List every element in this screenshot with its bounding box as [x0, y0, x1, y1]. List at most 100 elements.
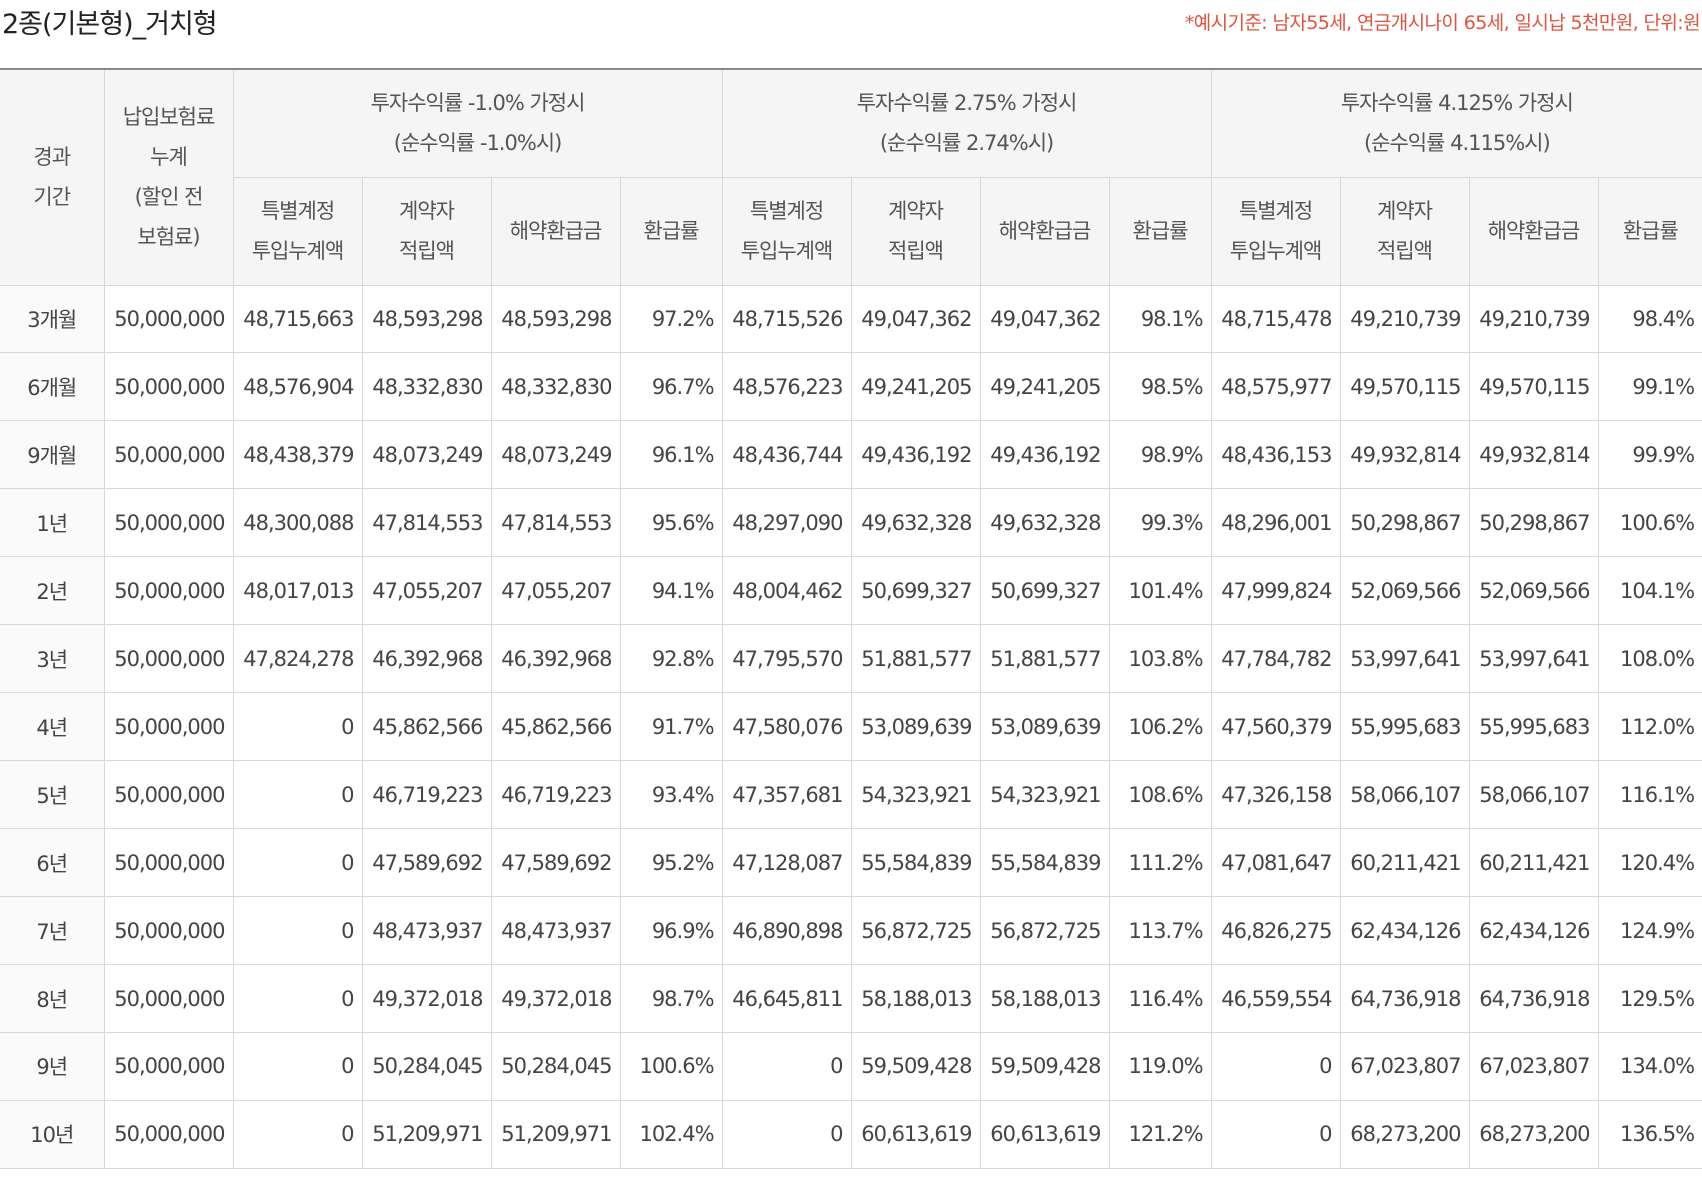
- header-special-account: 특별계정 투입누계액: [1210, 176, 1341, 286]
- surrender-cell: 45,862,566: [490, 692, 621, 762]
- period-cell: 3년: [0, 624, 105, 694]
- surrender-cell: 58,188,013: [979, 964, 1110, 1033]
- header-surrender: 해약환급금: [1468, 176, 1599, 286]
- refund-rate-cell: 98.1%: [1108, 284, 1212, 354]
- surrender-cell: 51,881,577: [979, 624, 1110, 694]
- surrender-cell: 46,392,968: [490, 624, 621, 694]
- premium-cell: 50,000,000: [103, 624, 234, 694]
- special-account-cell: 0: [232, 692, 363, 762]
- table-row: 9년 50,000,000 0 50,284,045 50,284,045 100.6% 0…: [0, 1031, 1702, 1101]
- surrender-cell: 49,241,205: [979, 352, 1110, 422]
- period-cell: 7년: [0, 896, 105, 966]
- reserve-cell: 49,210,739: [1339, 284, 1470, 354]
- surrender-cell: 48,073,249: [490, 420, 621, 490]
- reserve-cell: 52,069,566: [1339, 556, 1470, 626]
- special-account-cell: 48,438,379: [232, 420, 363, 490]
- reserve-cell: 49,932,814: [1339, 420, 1470, 490]
- table-row: 9개월 50,000,000 48,438,379 48,073,249 48,073,…: [0, 420, 1702, 490]
- table-row: 10년 50,000,000 0 51,209,971 51,209,971 102.4%…: [0, 1099, 1702, 1170]
- special-account-cell: 0: [232, 760, 363, 830]
- premium-cell: 50,000,000: [103, 896, 234, 966]
- table-row: 7년 50,000,000 0 48,473,937 48,473,937 96.9% 46…: [0, 896, 1702, 966]
- header-surrender: 해약환급금: [490, 176, 621, 286]
- surrender-cell: 48,473,937: [490, 896, 621, 966]
- refund-rate-cell: 98.7%: [619, 964, 723, 1033]
- refund-rate-cell: 95.6%: [619, 488, 723, 558]
- header-refund-rate: 환급률: [1108, 176, 1212, 286]
- surrender-cell: 50,699,327: [979, 556, 1110, 626]
- special-account-cell: 48,296,001: [1210, 488, 1341, 558]
- table-row: 2년 50,000,000 48,017,013 47,055,207 47,055,2…: [0, 556, 1702, 626]
- surrender-cell: 48,332,830: [490, 352, 621, 422]
- period-cell: 3개월: [0, 284, 105, 354]
- page-title: 2종(기본형)_거치형: [2, 9, 218, 40]
- table-row: 1년 50,000,000 48,300,088 47,814,553 47,814,5…: [0, 488, 1702, 558]
- table-header: 경과 기간 납입보험료 누계 (할인 전 보험료) 투자수익률 -1.0% 가정…: [0, 68, 1702, 286]
- surrender-cell: 53,089,639: [979, 692, 1110, 762]
- reserve-cell: 55,995,683: [1339, 692, 1470, 762]
- header-reserve: 계약자 적립액: [1339, 176, 1470, 286]
- special-account-cell: 47,081,647: [1210, 828, 1341, 898]
- scenario-title: 투자수익률 2.75% 가정시: [856, 91, 1078, 116]
- special-account-cell: 46,645,811: [721, 964, 852, 1033]
- header-refund-rate: 환급률: [1597, 176, 1702, 286]
- header-refund-rate: 환급률: [619, 176, 723, 286]
- special-account-cell: 47,784,782: [1210, 624, 1341, 694]
- surrender-cell: 50,298,867: [1468, 488, 1599, 558]
- special-account-cell: 46,826,275: [1210, 896, 1341, 966]
- header-row-2: 특별계정 투입누계액 계약자 적립액 해약환급금 환급률 특별계정 투입누계액 …: [0, 176, 1702, 286]
- special-account-cell: 48,575,977: [1210, 352, 1341, 422]
- surrender-cell: 49,047,362: [979, 284, 1110, 354]
- header-reserve-line: 적립액: [1377, 239, 1433, 263]
- refund-rate-cell: 99.3%: [1108, 488, 1212, 558]
- refund-rate-cell: 136.5%: [1597, 1099, 1702, 1170]
- premium-cell: 50,000,000: [103, 284, 234, 354]
- reserve-cell: 64,736,918: [1339, 964, 1470, 1033]
- refund-rate-cell: 101.4%: [1108, 556, 1212, 626]
- refund-rate-cell: 96.1%: [619, 420, 723, 490]
- header-premium-line: (할인 전: [134, 185, 204, 210]
- table-body: 3개월 50,000,000 48,715,663 48,593,298 48,593,…: [0, 284, 1702, 1170]
- header-special-line: 특별계정: [749, 199, 824, 223]
- special-account-cell: 0: [721, 1031, 852, 1101]
- period-cell: 10년: [0, 1099, 105, 1170]
- surrender-cell: 51,209,971: [490, 1099, 621, 1170]
- refund-rate-cell: 95.2%: [619, 828, 723, 898]
- special-account-cell: 48,004,462: [721, 556, 852, 626]
- reserve-cell: 49,632,328: [850, 488, 981, 558]
- header-special-line: 특별계정: [260, 199, 335, 223]
- reserve-cell: 51,881,577: [850, 624, 981, 694]
- header-premium-line: 누계: [150, 145, 188, 170]
- refund-rate-cell: 113.7%: [1108, 896, 1212, 966]
- surrender-cell: 68,273,200: [1468, 1099, 1599, 1170]
- surrender-cell: 49,210,739: [1468, 284, 1599, 354]
- scenario-net-rate: (순수익률 -1.0%시): [393, 131, 563, 156]
- surrender-cell: 62,434,126: [1468, 896, 1599, 966]
- period-cell: 5년: [0, 760, 105, 830]
- surrender-cell: 46,719,223: [490, 760, 621, 830]
- period-cell: 1년: [0, 488, 105, 558]
- premium-cell: 50,000,000: [103, 1099, 234, 1170]
- header-scenario: 투자수익률 2.75% 가정시 (순수익률 2.74%시): [721, 68, 1212, 178]
- table-row: 8년 50,000,000 0 49,372,018 49,372,018 98.7% 46…: [0, 964, 1702, 1033]
- header-surrender: 해약환급금: [979, 176, 1110, 286]
- reserve-cell: 56,872,725: [850, 896, 981, 966]
- header-special-account: 특별계정 투입누계액: [233, 176, 363, 286]
- special-account-cell: 0: [1210, 1099, 1341, 1170]
- reserve-cell: 60,211,421: [1339, 828, 1470, 898]
- surrender-cell: 58,066,107: [1468, 760, 1599, 830]
- special-account-cell: 47,128,087: [721, 828, 852, 898]
- reserve-cell: 54,323,921: [850, 760, 981, 830]
- refund-rate-cell: 108.6%: [1108, 760, 1212, 830]
- period-cell: 6년: [0, 828, 105, 898]
- header-scenario: 투자수익률 4.125% 가정시 (순수익률 4.115%시): [1210, 68, 1702, 178]
- refund-rate-cell: 99.9%: [1597, 420, 1702, 490]
- surrender-cell: 49,372,018: [490, 964, 621, 1033]
- header-period: 경과 기간: [0, 68, 105, 286]
- refund-rate-cell: 129.5%: [1597, 964, 1702, 1033]
- special-account-cell: 47,357,681: [721, 760, 852, 830]
- reserve-cell: 48,073,249: [361, 420, 492, 490]
- header-reserve: 계약자 적립액: [850, 176, 981, 286]
- period-cell: 8년: [0, 964, 105, 1033]
- header-reserve-line: 계약자: [1377, 199, 1433, 223]
